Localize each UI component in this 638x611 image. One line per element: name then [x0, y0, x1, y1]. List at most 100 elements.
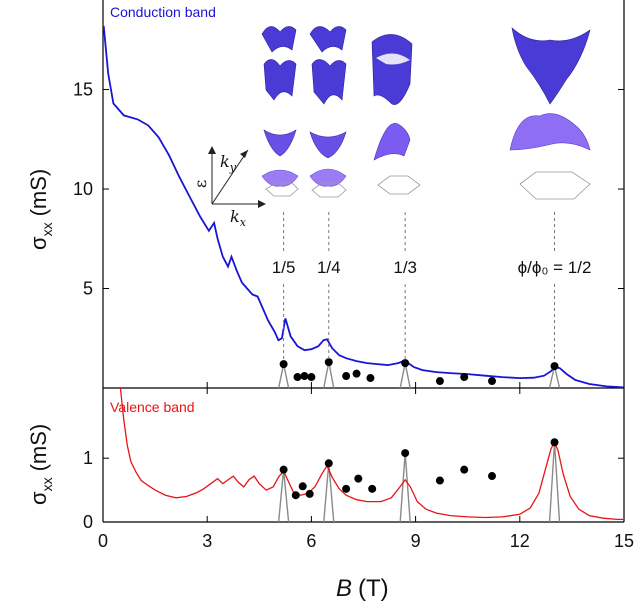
data-dot	[550, 438, 559, 447]
brillouin-zone-hexagon	[519, 171, 591, 200]
surfaces-flux-1-2	[509, 27, 591, 200]
brillouin-zone-hexagon	[377, 175, 421, 195]
flux-fraction-label: 1/4	[317, 258, 341, 277]
bottom-y-axis-unit: (mS)	[26, 424, 51, 472]
y-tick-label: 10	[73, 179, 93, 199]
surfaces-flux-1-5	[261, 26, 299, 197]
band-surface	[373, 122, 411, 161]
top-y-axis-subscript: xx	[39, 222, 55, 236]
bottom-y-axis-subscript: xx	[39, 477, 55, 491]
data-dot	[352, 369, 361, 378]
top-panel: Conduction band 5 10 15 1/5 1/4 1/3 ϕ/ϕ₀ = 1/…	[26, 0, 625, 389]
data-dot	[307, 373, 316, 382]
conduction-band-curve	[102, 25, 625, 389]
data-dot	[298, 482, 307, 491]
data-dot	[401, 449, 410, 458]
band-surface	[309, 26, 347, 53]
gray-peak	[399, 453, 411, 523]
band-surface	[309, 131, 347, 159]
surfaces-flux-1-4	[309, 26, 347, 198]
band-surface	[509, 113, 591, 151]
kx-axis-letter: k	[230, 207, 240, 226]
data-dot	[342, 372, 351, 381]
data-dot	[488, 472, 497, 481]
band-surface	[309, 168, 347, 187]
bottom-panel: Valence band 01 0 3 6 9 12 15 σxx(mS) B (T)	[26, 382, 634, 602]
omega-axis-label: ε	[191, 180, 210, 188]
top-y-axis-label: σxx (mS)	[26, 169, 55, 250]
data-dot	[324, 459, 333, 468]
y-tick-label: 15	[73, 80, 93, 100]
x-tick-label: 6	[306, 531, 316, 551]
data-dot	[342, 484, 351, 493]
x-tick-label: 0	[98, 531, 108, 551]
band-structure-inset: ε ky kx	[191, 26, 591, 229]
band-surface	[371, 34, 413, 105]
flux-fraction-label: ϕ/ϕ₀ = 1/2	[518, 258, 592, 277]
data-dot	[550, 362, 559, 371]
x-tick-label: 3	[202, 531, 212, 551]
top-data-dots	[279, 358, 559, 386]
x-tick-label: 12	[510, 531, 530, 551]
data-dot	[300, 372, 309, 381]
data-dot	[460, 465, 469, 474]
ky-axis-arrow	[211, 149, 249, 205]
top-y-axis-symbol: σ	[26, 236, 51, 250]
bottom-data-dots	[279, 438, 559, 500]
bottom-y-ticks: 01	[83, 448, 624, 532]
y-tick-label: 1	[83, 448, 93, 468]
data-dot	[354, 474, 363, 483]
band-surface	[376, 53, 410, 65]
x-axis-symbol: B	[336, 575, 352, 602]
brillouin-zone-hexagon	[265, 182, 299, 197]
band-surface	[511, 27, 591, 105]
ky-axis-letter: k	[220, 152, 230, 171]
kx-axis-subscript: x	[240, 216, 247, 229]
data-dot	[279, 360, 288, 369]
ky-axis-subscript: y	[229, 161, 237, 174]
data-dot	[305, 489, 314, 498]
data-dot	[279, 465, 288, 474]
bottom-legend-label: Valence band	[110, 399, 195, 415]
gray-peak	[548, 442, 561, 523]
brillouin-zone-hexagon	[311, 182, 347, 198]
gray-peak	[323, 463, 335, 523]
kx-axis-label: kx	[230, 207, 247, 229]
top-y-axis-unit: (mS)	[26, 169, 51, 217]
band-surface	[311, 59, 347, 105]
data-dot	[435, 377, 444, 386]
ky-axis-label: ky	[220, 152, 237, 174]
flux-fraction-label: 1/5	[272, 258, 296, 277]
surfaces-flux-1-3	[371, 34, 421, 195]
kx-arrowhead	[258, 200, 266, 208]
y-tick-label: 5	[83, 279, 93, 299]
data-dot	[368, 484, 377, 493]
top-y-ticks: 5 10 15	[73, 80, 624, 299]
data-dot	[460, 373, 469, 382]
flux-fraction-label: 1/3	[393, 258, 417, 277]
data-dot	[401, 359, 410, 368]
y-tick-label: 0	[83, 512, 93, 532]
data-dot	[291, 491, 300, 500]
data-dot	[293, 373, 302, 382]
bottom-y-axis-symbol: σ	[26, 491, 51, 505]
flux-markers: 1/5 1/4 1/3 ϕ/ϕ₀ = 1/2	[272, 212, 592, 362]
data-dot	[488, 377, 497, 386]
x-tick-label: 15	[614, 531, 634, 551]
ky-arrowhead	[240, 150, 248, 158]
band-surface	[263, 129, 297, 157]
band-surface	[261, 26, 297, 53]
x-axis-unit: (T)	[358, 575, 389, 602]
band-surface	[261, 169, 299, 187]
bottom-x-ticks: 0 3 6 9 12 15	[98, 382, 634, 551]
top-gray-peaks	[277, 362, 561, 389]
inset-axes-triad: ε ky kx	[191, 146, 266, 229]
top-legend-label: Conduction band	[110, 4, 216, 20]
data-dot	[324, 358, 333, 367]
x-tick-label: 9	[411, 531, 421, 551]
bottom-y-axis-label: σxx (mS)	[26, 424, 55, 505]
data-dot	[366, 374, 375, 383]
bottom-gray-peaks	[277, 442, 561, 523]
band-surface	[263, 59, 297, 101]
